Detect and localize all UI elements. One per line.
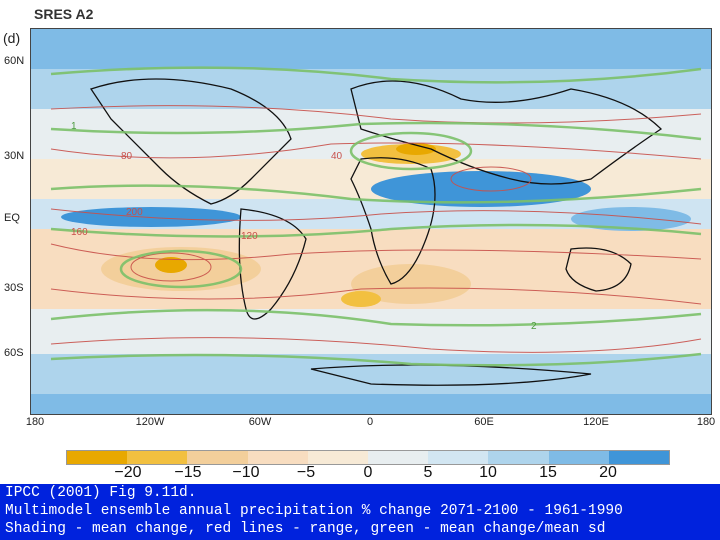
contour-label-green: 2 bbox=[531, 321, 537, 332]
chart-title: SRES A2 bbox=[34, 6, 94, 22]
colorbar-swatch bbox=[608, 451, 670, 464]
lon-label-180e: 180 bbox=[696, 416, 716, 428]
colorbar-swatch bbox=[428, 451, 489, 464]
colorbar-tick: 0 bbox=[363, 464, 373, 481]
contour-label-red: 40 bbox=[331, 151, 343, 162]
colorbar-tick: −10 bbox=[232, 464, 260, 481]
contour-label-red: 120 bbox=[241, 231, 258, 242]
colorbar-tick: 20 bbox=[599, 464, 617, 481]
colorbar-swatch bbox=[187, 451, 248, 464]
colorbar-tick: −5 bbox=[296, 464, 316, 481]
colorbar-tick: 10 bbox=[479, 464, 497, 481]
lat-label-60n: 60N bbox=[4, 55, 25, 67]
lon-label-120e: 120E bbox=[583, 416, 609, 428]
lon-label-60w: 60W bbox=[248, 416, 272, 428]
lat-label-eq: EQ bbox=[4, 212, 20, 224]
colorbar-swatch bbox=[548, 451, 609, 464]
lat-label-60s: 60S bbox=[4, 347, 24, 359]
contour-label-green: 1 bbox=[71, 121, 77, 132]
contour-label-red: 160 bbox=[71, 227, 88, 238]
colorbar-tick: 15 bbox=[539, 464, 557, 481]
panel-label: (d) bbox=[3, 30, 21, 46]
lat-label-30n: 30N bbox=[4, 150, 25, 162]
lon-label-120w: 120W bbox=[135, 416, 165, 428]
colorbar-swatch bbox=[307, 451, 369, 464]
caption-box: IPCC (2001) Fig 9.11d. Multimodel ensemb… bbox=[0, 484, 720, 540]
lon-label-60e: 60E bbox=[474, 416, 494, 428]
colorbar-tick: 5 bbox=[423, 464, 433, 481]
colorbar-swatch bbox=[67, 451, 128, 464]
colorbar-swatch bbox=[127, 451, 188, 464]
colorbar-swatch bbox=[247, 451, 308, 464]
contour-label-red: 200 bbox=[126, 207, 143, 218]
colorbar bbox=[66, 450, 670, 465]
lon-label-180w: 180 bbox=[25, 416, 45, 428]
colorbar-tick: −15 bbox=[174, 464, 202, 481]
caption-line-2: Multimodel ensemble annual precipitation… bbox=[5, 503, 623, 519]
caption-line-3: Shading - mean change, red lines - range… bbox=[5, 521, 606, 537]
colorbar-swatch bbox=[488, 451, 549, 464]
lon-label-0: 0 bbox=[366, 416, 374, 428]
lat-label-30s: 30S bbox=[4, 282, 24, 294]
contour-label-red: 80 bbox=[121, 151, 133, 162]
precipitation-change-map: 40 80 120 160 200 1 2 bbox=[30, 28, 712, 415]
map-graphic: 40 80 120 160 200 1 2 bbox=[31, 29, 711, 414]
caption-line-1: IPCC (2001) Fig 9.11d. bbox=[5, 485, 197, 501]
colorbar-swatch bbox=[368, 451, 429, 464]
colorbar-tick: −20 bbox=[114, 464, 142, 481]
